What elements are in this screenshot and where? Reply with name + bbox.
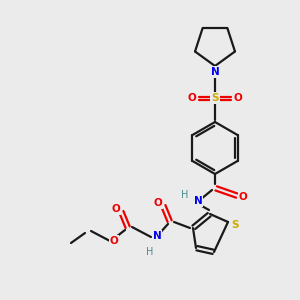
Text: S: S <box>231 220 239 230</box>
Text: S: S <box>211 93 219 103</box>
Text: N: N <box>211 67 219 77</box>
Text: O: O <box>238 192 247 202</box>
Text: O: O <box>110 236 118 246</box>
Text: O: O <box>188 93 196 103</box>
Text: O: O <box>112 204 120 214</box>
Text: H: H <box>146 247 154 257</box>
Text: N: N <box>194 196 202 206</box>
Text: H: H <box>181 190 189 200</box>
Text: N: N <box>153 231 161 241</box>
Text: O: O <box>154 198 162 208</box>
Text: O: O <box>234 93 242 103</box>
